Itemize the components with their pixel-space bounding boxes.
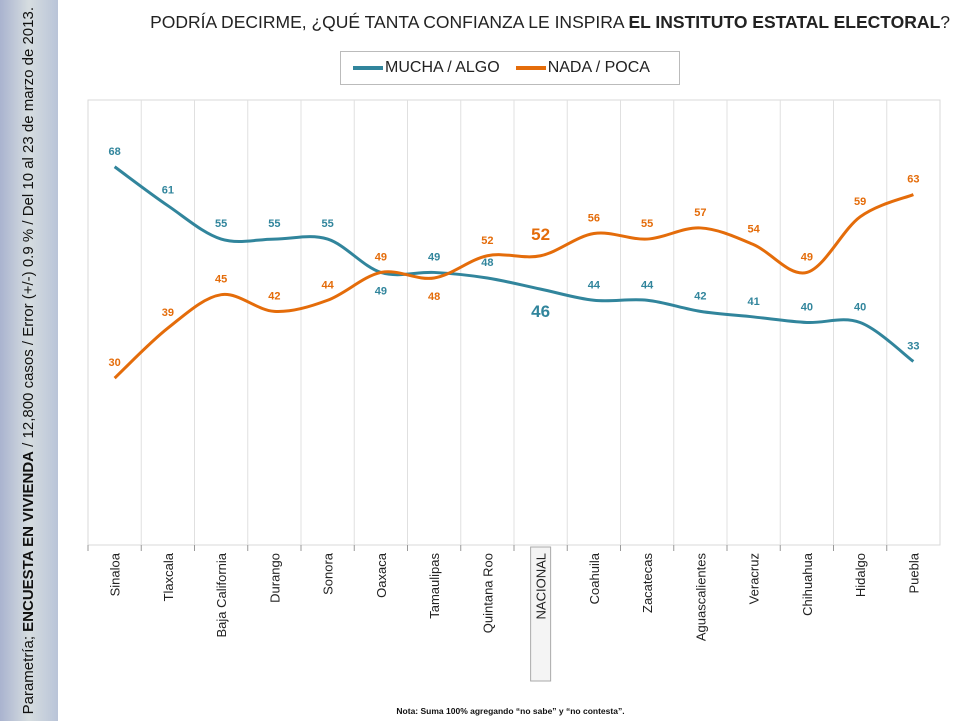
data-label: 40 <box>854 302 866 314</box>
x-tick-label: Aguascalientes <box>693 553 708 642</box>
series-line-nada-poca <box>113 193 914 380</box>
x-tick-label: Puebla <box>906 552 921 593</box>
data-label: 56 <box>588 213 600 225</box>
data-label: 55 <box>268 218 280 230</box>
data-label: 44 <box>322 279 335 291</box>
legend-item-mucha: MUCHA / ALGO <box>353 59 500 77</box>
footnote: Nota: Suma 100% agregando “no sabe” y “n… <box>396 706 625 716</box>
data-label: 33 <box>907 340 919 352</box>
data-label: 49 <box>375 285 387 297</box>
x-tick-label: Sonora <box>321 552 336 595</box>
x-tick-label: Quintana Roo <box>480 553 495 633</box>
x-tick-label: Zacatecas <box>640 553 655 613</box>
data-label: 42 <box>268 290 280 302</box>
data-label: 45 <box>215 274 227 286</box>
x-tick-label: Sinaloa <box>108 552 123 596</box>
data-label: 52 <box>531 225 550 244</box>
x-tick-label: Coahuila <box>587 552 602 604</box>
data-label: 48 <box>428 291 440 303</box>
side-banner: Parametría; ENCUESTA EN VIVIENDA / 12,80… <box>0 0 58 721</box>
data-label: 52 <box>481 235 493 247</box>
data-label: 39 <box>162 307 174 319</box>
x-tick-label: Tamaulipas <box>427 553 442 619</box>
data-label: 48 <box>481 257 493 269</box>
data-label: 59 <box>854 196 866 208</box>
x-tick-label: Veracruz <box>747 553 762 604</box>
legend-swatch <box>353 65 383 70</box>
data-label: 44 <box>641 279 654 291</box>
data-label: 41 <box>748 296 760 308</box>
highlight-box <box>530 546 552 682</box>
data-label: 57 <box>694 207 706 219</box>
data-label: 54 <box>748 224 761 236</box>
data-label: 55 <box>215 218 227 230</box>
data-label: 55 <box>322 218 334 230</box>
x-tick-label: Durango <box>267 553 282 603</box>
x-tick-label: Baja California <box>214 552 229 637</box>
data-label: 49 <box>428 251 440 263</box>
data-label: 61 <box>162 185 174 197</box>
data-label: 42 <box>694 290 706 302</box>
data-label: 30 <box>109 357 121 369</box>
x-tick-label: NACIONAL <box>534 553 549 619</box>
legend: MUCHA / ALGO NADA / POCA <box>340 51 680 85</box>
data-label: 63 <box>907 174 919 186</box>
x-tick-label: Hidalgo <box>853 553 868 597</box>
data-label: 49 <box>375 251 387 263</box>
x-tick-label: Chihuahua <box>800 552 815 616</box>
legend-swatch <box>515 65 546 70</box>
x-tick-label: Tlaxcala <box>161 552 176 601</box>
data-label: 44 <box>588 279 601 291</box>
data-label: 55 <box>641 218 653 230</box>
data-label: 68 <box>109 146 121 158</box>
data-label: 46 <box>531 302 550 321</box>
legend-item-nada: NADA / POCA <box>515 59 650 77</box>
data-label: 49 <box>801 251 813 263</box>
series-line-mucha-algo <box>113 165 915 363</box>
x-tick-label: Oaxaca <box>374 552 389 598</box>
chart-title: PODRÍA DECIRME, ¿QUÉ TANTA CONFIANZA LE … <box>150 12 950 32</box>
data-label: 40 <box>801 302 813 314</box>
